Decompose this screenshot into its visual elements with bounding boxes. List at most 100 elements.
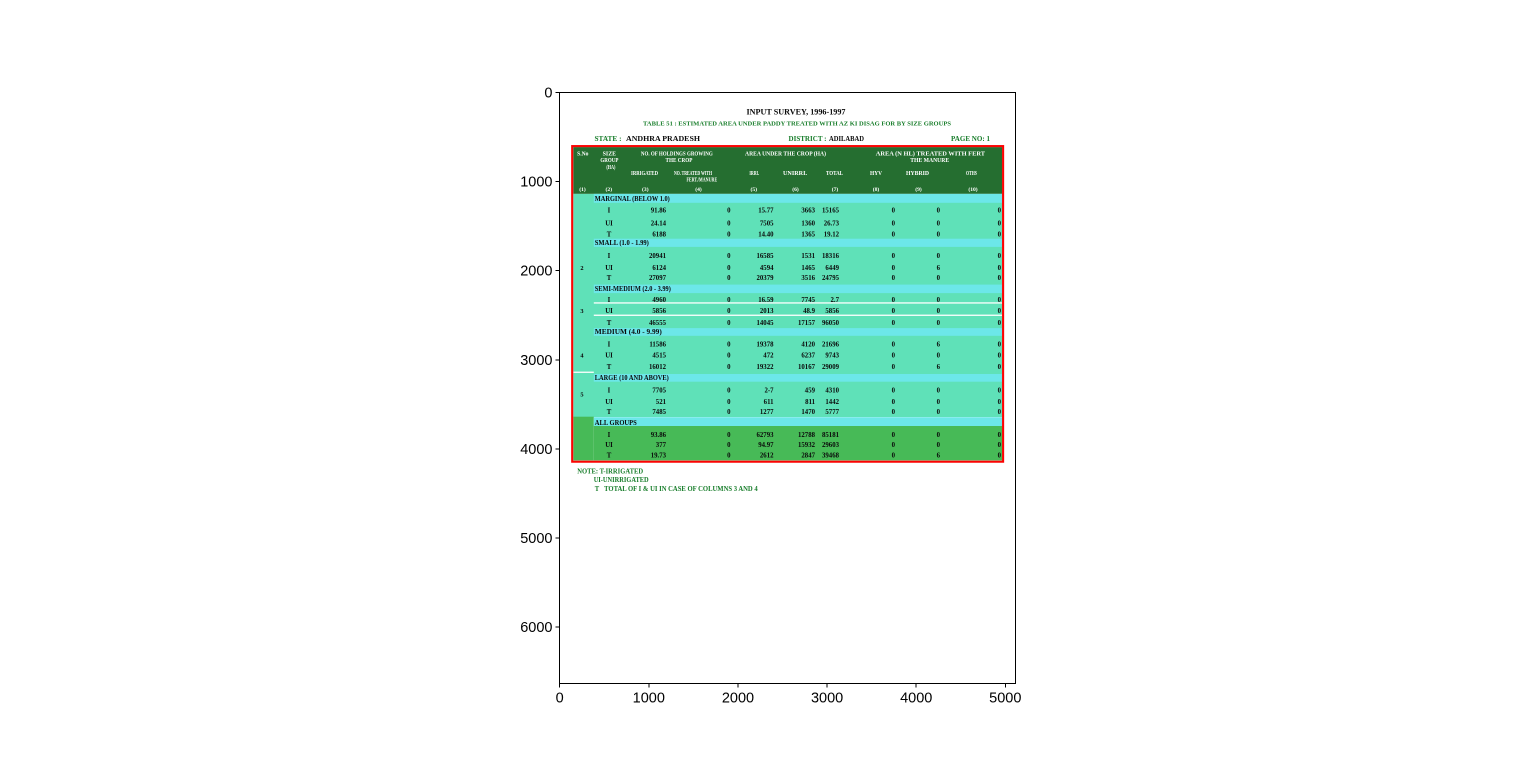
svg-text:STATE :: STATE :: [595, 135, 622, 143]
svg-text:6237: 6237: [801, 353, 815, 360]
svg-text:0: 0: [998, 220, 1002, 227]
svg-text:0: 0: [727, 253, 731, 260]
svg-text:T: T: [607, 453, 612, 460]
svg-text:0: 0: [892, 265, 896, 272]
svg-text:AREA (N HL) TREATED WITH FERT: AREA (N HL) TREATED WITH FERT: [876, 151, 985, 158]
svg-text:0: 0: [892, 208, 896, 215]
svg-text:I: I: [608, 342, 611, 349]
svg-text:24795: 24795: [822, 275, 840, 282]
svg-text:(HA): (HA): [606, 164, 615, 171]
svg-text:0: 0: [544, 85, 552, 101]
svg-text:0: 0: [937, 275, 941, 282]
svg-text:0: 0: [998, 208, 1002, 215]
svg-text:7705: 7705: [652, 388, 666, 395]
svg-text:ADILABAD: ADILABAD: [829, 135, 864, 143]
svg-text:0: 0: [556, 691, 564, 707]
svg-text:0: 0: [727, 364, 731, 371]
svg-text:0: 0: [937, 308, 941, 315]
svg-text:UNIRRI.: UNIRRI.: [783, 171, 807, 177]
svg-text:SIZE: SIZE: [603, 152, 617, 158]
svg-text:7505: 7505: [760, 220, 774, 227]
svg-text:0: 0: [998, 399, 1002, 406]
svg-text:AREA UNDER THE CROP (HA): AREA UNDER THE CROP (HA): [745, 151, 826, 158]
svg-text:48.9: 48.9: [803, 308, 815, 315]
svg-text:20379: 20379: [757, 275, 775, 282]
svg-text:4310: 4310: [825, 388, 839, 395]
svg-text:27097: 27097: [649, 275, 667, 282]
svg-text:(10): (10): [968, 186, 977, 193]
svg-text:(5): (5): [751, 186, 758, 193]
svg-text:THE MANURE: THE MANURE: [910, 158, 949, 164]
svg-text:SMALL (1.0 - 1.99): SMALL (1.0 - 1.99): [595, 239, 650, 247]
svg-text:11586: 11586: [649, 342, 666, 349]
svg-text:ANDHRA PRADESH: ANDHRA PRADESH: [626, 135, 700, 143]
svg-text:DISTRICT :: DISTRICT :: [789, 135, 827, 143]
svg-text:UI: UI: [605, 308, 613, 315]
svg-text:16.59: 16.59: [758, 297, 774, 304]
svg-text:0: 0: [998, 320, 1002, 327]
svg-text:0: 0: [998, 432, 1002, 439]
svg-text:0: 0: [937, 220, 941, 227]
svg-text:0: 0: [937, 297, 941, 304]
svg-text:0: 0: [727, 208, 731, 215]
svg-text:6449: 6449: [825, 265, 839, 272]
svg-text:NO. OF HOLDINGS GROWING: NO. OF HOLDINGS GROWING: [641, 152, 713, 158]
svg-text:0: 0: [937, 208, 941, 215]
svg-text:0: 0: [998, 409, 1002, 416]
svg-text:0: 0: [892, 253, 896, 260]
svg-text:5856: 5856: [825, 308, 839, 315]
svg-text:472: 472: [763, 353, 774, 360]
svg-text:3000: 3000: [520, 353, 552, 369]
svg-text:19378: 19378: [757, 342, 775, 349]
svg-text:3516: 3516: [801, 275, 815, 282]
svg-text:1000: 1000: [633, 691, 665, 707]
svg-text:6000: 6000: [520, 620, 552, 636]
svg-text:611: 611: [764, 399, 774, 406]
svg-text:0: 0: [937, 388, 941, 395]
svg-text:0: 0: [937, 432, 941, 439]
svg-text:MARGINAL (BELOW 1.0): MARGINAL (BELOW 1.0): [595, 195, 671, 203]
svg-text:0: 0: [892, 399, 896, 406]
svg-text:1470: 1470: [801, 409, 815, 416]
svg-text:UI: UI: [605, 220, 613, 227]
svg-text:0: 0: [998, 364, 1002, 371]
svg-text:46555: 46555: [649, 320, 667, 327]
svg-text:0: 0: [998, 253, 1002, 260]
svg-text:UI: UI: [605, 265, 613, 272]
svg-text:0: 0: [727, 308, 731, 315]
svg-text:2.7: 2.7: [831, 297, 840, 304]
svg-text:6: 6: [937, 342, 941, 349]
svg-text:0: 0: [998, 232, 1002, 239]
svg-text:2013: 2013: [760, 308, 774, 315]
svg-text:24.14: 24.14: [651, 220, 667, 227]
svg-text:29603: 29603: [822, 442, 840, 449]
svg-text:1000: 1000: [520, 175, 552, 191]
svg-text:I: I: [608, 432, 611, 439]
svg-text:0: 0: [937, 253, 941, 260]
svg-text:1442: 1442: [825, 399, 839, 406]
svg-text:3: 3: [580, 308, 583, 315]
svg-text:2612: 2612: [760, 453, 774, 460]
svg-text:5000: 5000: [520, 531, 552, 547]
svg-text:1365: 1365: [801, 232, 815, 239]
svg-text:4120: 4120: [801, 342, 815, 349]
svg-text:FERT./MANURE: FERT./MANURE: [686, 178, 717, 184]
svg-text:(4): (4): [695, 186, 702, 193]
svg-text:62793: 62793: [757, 432, 775, 439]
svg-text:0: 0: [892, 353, 896, 360]
svg-text:19.12: 19.12: [824, 232, 840, 239]
svg-text:4000: 4000: [520, 442, 552, 458]
svg-text:0: 0: [892, 232, 896, 239]
svg-text:1531: 1531: [801, 253, 815, 260]
svg-text:2: 2: [580, 265, 583, 272]
svg-text:521: 521: [656, 399, 667, 406]
svg-text:0: 0: [727, 275, 731, 282]
svg-text:96050: 96050: [822, 320, 840, 327]
svg-text:0: 0: [727, 353, 731, 360]
svg-text:MEDIUM (4.0 - 9.99): MEDIUM (4.0 - 9.99): [595, 328, 663, 336]
svg-text:0: 0: [727, 220, 731, 227]
svg-text:5856: 5856: [652, 308, 666, 315]
svg-text:I: I: [608, 253, 611, 260]
svg-text:0: 0: [727, 453, 731, 460]
svg-text:459: 459: [805, 388, 816, 395]
